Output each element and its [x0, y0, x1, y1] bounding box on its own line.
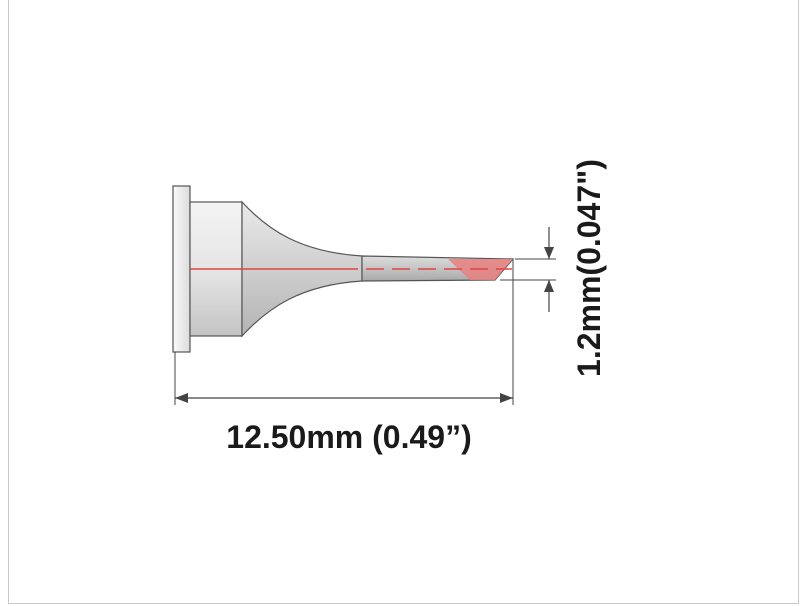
width-label: 1.2mm(0.047"): [571, 159, 607, 377]
drawing-frame: [8, 0, 799, 604]
length-label: 12.50mm (0.49”): [226, 419, 471, 455]
length-arrow-left: [175, 393, 188, 403]
width-arrow-bottom: [544, 280, 554, 292]
length-arrow-right: [500, 393, 513, 403]
tip-flange: [172, 185, 191, 353]
width-arrow-top: [544, 247, 554, 259]
